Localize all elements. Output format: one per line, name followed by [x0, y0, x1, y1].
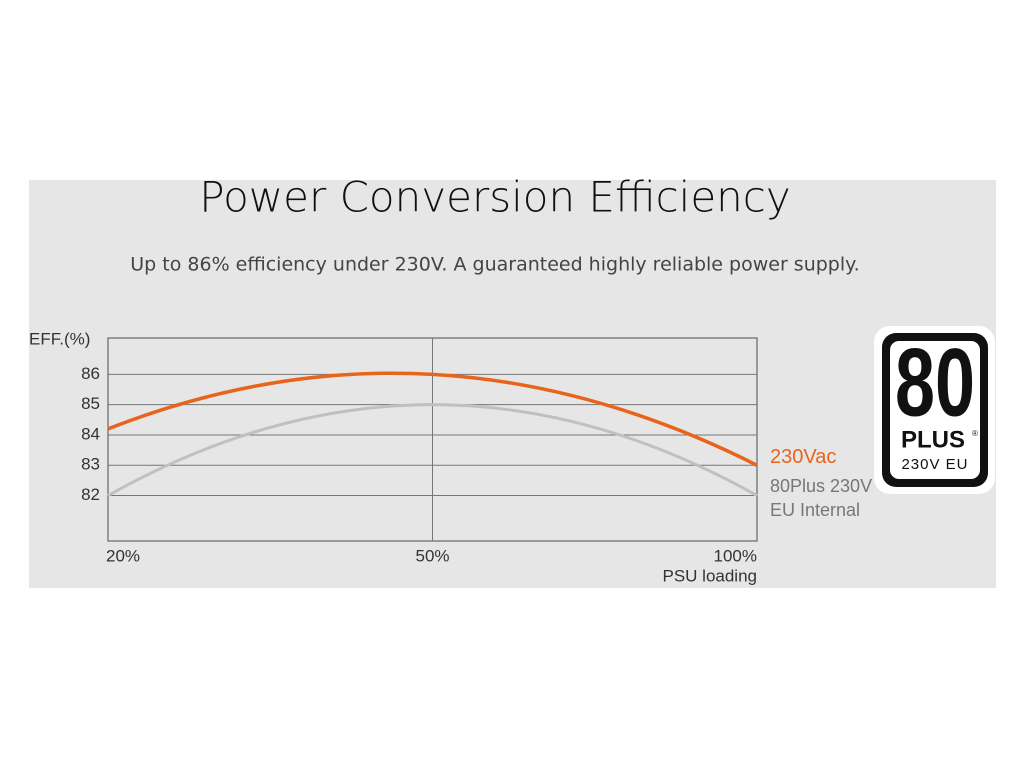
legend-entry: 80Plus 230V EU Internal [770, 476, 873, 520]
x-tick-label: 50% [415, 546, 449, 565]
y-tick-label: 82 [81, 485, 100, 504]
x-tick-label: 100% [714, 546, 757, 565]
y-tick-label: 85 [81, 394, 100, 413]
badge-number: 80 [895, 329, 975, 437]
y-axis-label: EFF.(%) [29, 329, 90, 348]
badge-mark: ® [972, 429, 978, 438]
y-tick-label: 86 [81, 364, 100, 383]
badge-inner [890, 341, 980, 479]
chart-title: Power Conversion Efficiency [199, 173, 790, 222]
badge-brand: PLUS [901, 426, 965, 453]
y-tick-label: 83 [81, 455, 100, 474]
x-axis-label: PSU loading [662, 566, 757, 585]
y-tick-label: 84 [81, 424, 100, 443]
legend-entry: 230Vac [770, 446, 837, 468]
badge: 80 PLUS ® 230V EU [874, 326, 995, 494]
series-line [107, 371, 758, 467]
series-line [107, 403, 758, 497]
chart-subtitle: Up to 86% efficiency under 230V. A guara… [130, 254, 859, 276]
x-tick-label: 20% [106, 546, 140, 565]
badge-region: 230V EU [901, 456, 968, 473]
